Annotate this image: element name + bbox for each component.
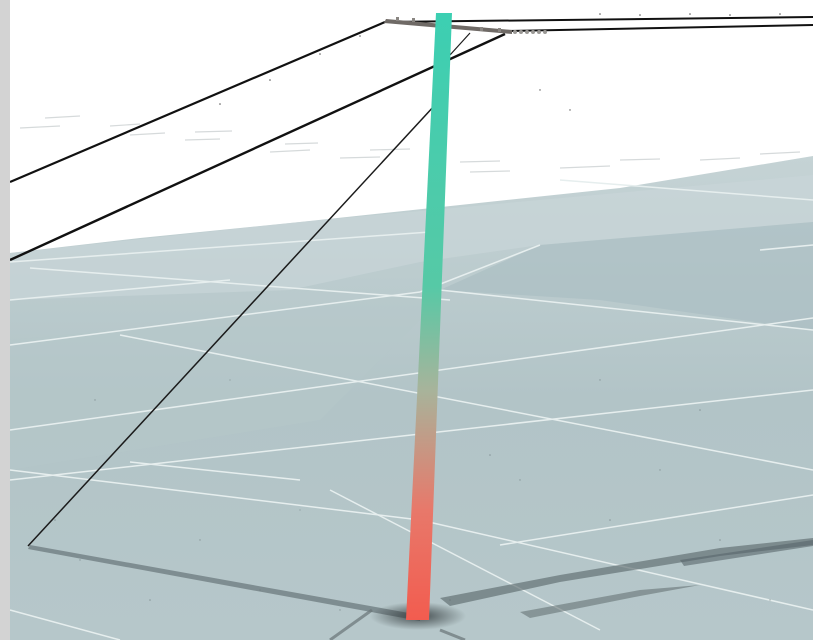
ground-lines	[9, 179, 813, 640]
power-line	[9, 16, 813, 262]
left-frame-edge	[0, 0, 10, 640]
ground-patch-light	[10, 175, 813, 300]
pole-shadow	[28, 538, 813, 640]
ground-patch-mid	[10, 292, 440, 470]
ground-patch-dark	[440, 222, 813, 330]
utility-pole	[406, 13, 452, 620]
guy-wire	[27, 32, 471, 547]
wire-dots	[219, 13, 781, 111]
horizon-marks	[19, 115, 801, 173]
